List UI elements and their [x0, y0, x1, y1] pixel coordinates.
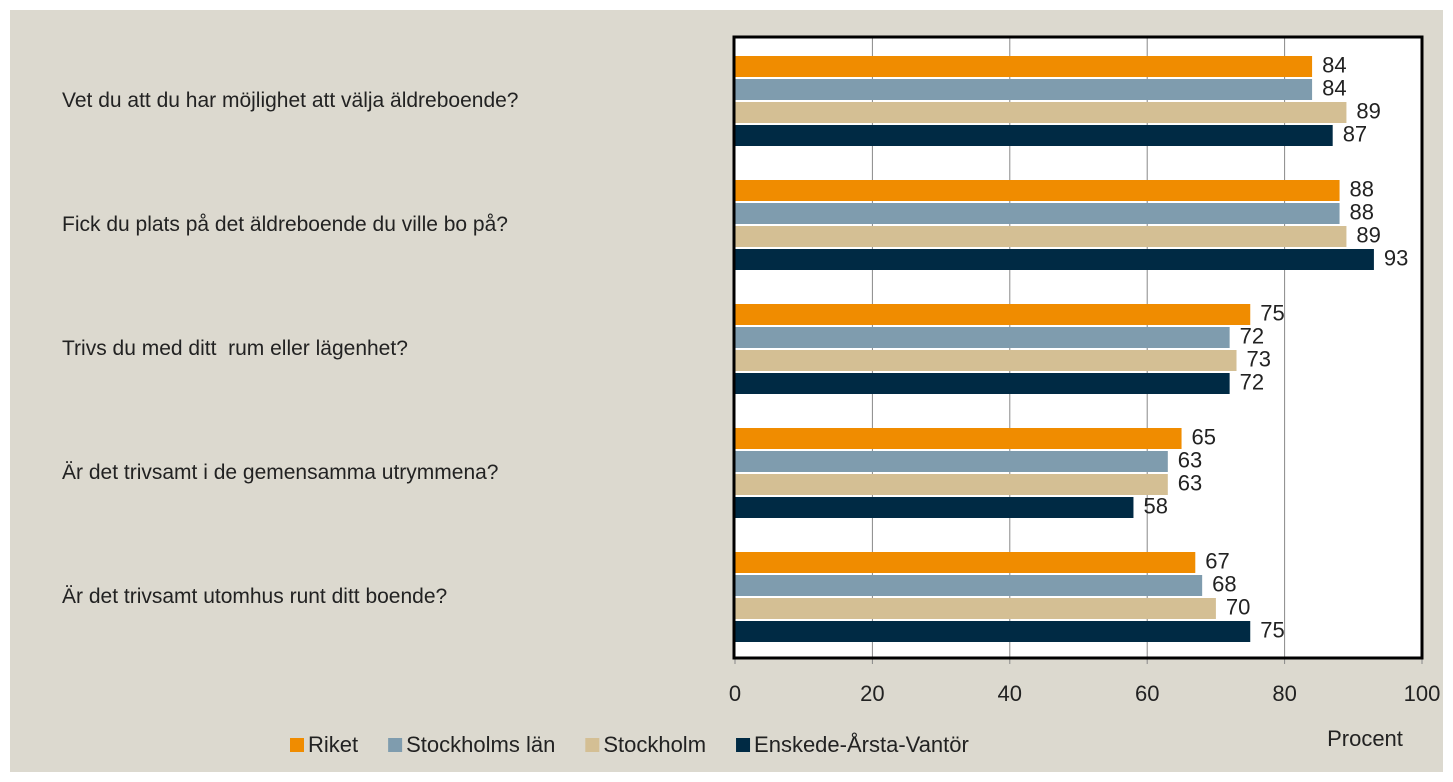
bar: [735, 304, 1251, 325]
legend-label: Stockholm: [603, 732, 706, 757]
x-tick-label: 20: [860, 681, 884, 706]
plot-border: [732, 35, 1424, 660]
legend-swatch: [736, 738, 751, 752]
legend-swatch: [290, 738, 304, 752]
bar: [735, 327, 1230, 348]
x-tick-label: 0: [729, 681, 741, 706]
bar: [735, 180, 1340, 201]
bar: [735, 373, 1230, 394]
bar: [735, 56, 1313, 77]
x-tick-label: 60: [1135, 681, 1159, 706]
data-label: 68: [1212, 571, 1236, 596]
bar: [735, 552, 1196, 573]
data-label: 75: [1260, 300, 1284, 325]
y-tick-label: Är det trivsamt utomhus runt ditt boende…: [62, 585, 448, 608]
data-label: 84: [1322, 52, 1346, 77]
bar: [735, 474, 1168, 495]
legend-swatch: [585, 738, 600, 752]
y-tick-label: Trivs du med ditt rum eller lägenhet?: [62, 337, 408, 360]
legend-label: Riket: [308, 732, 358, 757]
data-label: 58: [1143, 493, 1167, 518]
data-label: 73: [1247, 346, 1271, 371]
legend-label: Enskede-Årsta-Vantör: [754, 732, 969, 757]
data-label: 93: [1384, 245, 1408, 270]
data-label: 72: [1240, 369, 1264, 394]
bar: [735, 621, 1251, 642]
x-tick-label: 40: [998, 681, 1022, 706]
data-label: 63: [1178, 470, 1202, 495]
data-label: 89: [1356, 222, 1380, 247]
data-label: 89: [1356, 98, 1380, 123]
x-tick-label: 80: [1272, 681, 1296, 706]
bar: [735, 203, 1340, 224]
bar: [735, 350, 1237, 371]
bar: [735, 575, 1203, 596]
bar: [735, 451, 1168, 472]
data-label: 72: [1240, 323, 1264, 348]
y-tick-label: Fick du plats på det äldreboende du vill…: [62, 213, 508, 236]
data-label: 88: [1350, 176, 1374, 201]
bar: [735, 102, 1347, 123]
data-label: 84: [1322, 75, 1346, 100]
x-axis-label: Procent: [1327, 726, 1403, 751]
data-label: 87: [1343, 121, 1367, 146]
data-label: 88: [1350, 199, 1374, 224]
x-tick-label: 100: [1404, 681, 1441, 706]
bar: [735, 226, 1347, 247]
y-tick-label: Är det trivsamt i de gemensamma utrymmen…: [62, 461, 499, 484]
data-label: 67: [1205, 548, 1229, 573]
bar: [735, 497, 1134, 518]
bar: [735, 249, 1374, 270]
legend-label: Stockholms län: [406, 732, 555, 757]
legend-swatch: [388, 738, 403, 752]
y-tick-label: Vet du att du har möjlighet att välja äl…: [62, 89, 519, 112]
data-label: 75: [1260, 617, 1284, 642]
data-label: 65: [1192, 424, 1216, 449]
bar: [735, 428, 1182, 449]
data-label: 70: [1226, 594, 1250, 619]
bar: [735, 125, 1333, 146]
bar: [735, 598, 1216, 619]
data-label: 63: [1178, 447, 1202, 472]
bar: [735, 79, 1313, 100]
